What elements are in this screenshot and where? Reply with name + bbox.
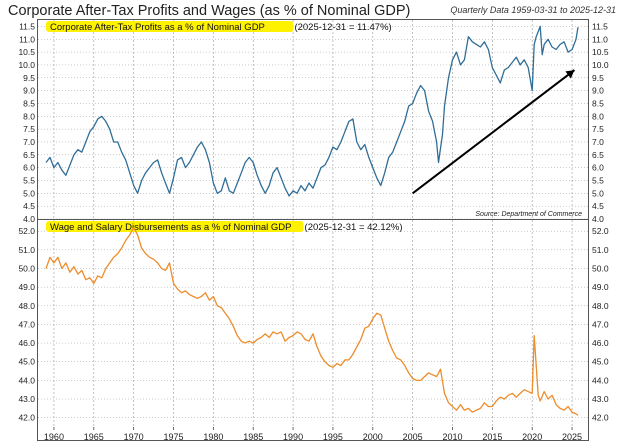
profits-y-tick-left: 7.5: [23, 124, 35, 134]
profits-series-line: [45, 25, 579, 197]
wages-y-tick-right: 50.0: [592, 263, 609, 273]
wages-x-tick-label: 1980: [203, 432, 223, 442]
profits-y-tick-right: 7.0: [592, 137, 604, 147]
chart-date-range: Quarterly Data 1959-03-31 to 2025-12-31: [450, 5, 616, 15]
profits-y-tick-right: 8.0: [592, 111, 604, 121]
profits-y-tick-right: 5.5: [592, 175, 604, 185]
wages-x-tick-label: 2020: [522, 432, 542, 442]
wages-y-tick-left: 44.0: [18, 375, 35, 385]
profits-panel-title: Corporate After-Tax Profits as a % of No…: [50, 22, 265, 33]
wages-x-tick-label: 1970: [124, 432, 144, 442]
profits-y-tick-left: 8.0: [23, 111, 35, 121]
profits-source-note: Source: Department of Commerce: [475, 211, 582, 218]
wages-y-tick-right: 49.0: [592, 282, 609, 292]
wages-y-tick-left: 47.0: [18, 319, 35, 329]
profits-y-tick-right: 9.0: [592, 86, 604, 96]
wages-y-tick-left: 48.0: [18, 301, 35, 311]
wages-y-tick-right: 48.0: [592, 301, 609, 311]
profits-y-tick-left: 4.5: [23, 201, 35, 211]
profits-y-tick-left: 11.5: [19, 21, 35, 31]
wages-y-tick-right: 44.0: [592, 375, 609, 385]
wages-x-tick-label: 2010: [442, 432, 462, 442]
wages-y-tick-right: 45.0: [592, 357, 609, 367]
wages-y-tick-right: 52.0: [592, 226, 609, 236]
wages-x-tick-label: 1965: [84, 432, 104, 442]
profits-y-tick-right: 6.5: [592, 150, 604, 160]
wages-x-tick-label: 2000: [363, 432, 383, 442]
profits-y-tick-right: 11.0: [592, 34, 608, 44]
wages-y-tick-left: 42.0: [18, 413, 35, 423]
wages-y-tick-left: 50.0: [18, 263, 35, 273]
wages-y-tick-right: 43.0: [592, 394, 609, 404]
trend-arrow: [412, 69, 576, 195]
wages-x-tick-label: 1975: [163, 432, 183, 442]
profits-y-tick-left: 10.0: [18, 60, 35, 70]
wages-x-tick-label: 2015: [482, 432, 502, 442]
wages-y-tick-left: 46.0: [18, 338, 35, 348]
profits-y-tick-left: 10.5: [18, 47, 35, 57]
profits-y-tick-left: 5.5: [23, 175, 35, 185]
wages-x-tick-label: 2005: [403, 432, 423, 442]
wages-panel-title: Wage and Salary Disbursements as a % of …: [50, 222, 291, 233]
profits-y-tick-right: 6.0: [592, 163, 604, 173]
profits-panel: 4.0 4.0 4.5 4.5 5.0 5.0 5.5 5.5 6.0 6.0 6.5 6.5 7.0 7…: [18, 20, 609, 224]
chart-main-title: Corporate After-Tax Profits and Wages (a…: [8, 3, 411, 19]
profits-y-tick-left: 11.0: [19, 34, 35, 44]
wages-latest-value: (2025-12-31 = 42.12%): [305, 222, 403, 233]
profits-y-tick-right: 9.5: [592, 73, 604, 83]
profits-y-tick-right: 11.5: [592, 21, 608, 31]
wages-y-tick-left: 49.0: [18, 282, 35, 292]
profits-y-tick-left: 6.0: [23, 163, 35, 173]
wages-y-tick-left: 52.0: [18, 226, 35, 236]
trend-arrowhead: [565, 70, 575, 79]
profits-y-tick-right: 10.0: [592, 60, 609, 70]
wages-y-tick-left: 45.0: [18, 357, 35, 367]
profits-y-tick-right: 4.5: [592, 201, 604, 211]
profits-y-tick-right: 7.5: [592, 124, 604, 134]
profits-y-tick-right: 8.5: [592, 98, 604, 108]
wages-y-tick-right: 42.0: [592, 413, 609, 423]
profits-y-tick-left: 8.5: [23, 98, 35, 108]
wages-series-line: [45, 226, 579, 416]
profits-y-tick-right: 5.0: [592, 188, 604, 198]
profits-y-tick-left: 9.0: [23, 86, 35, 96]
profits-title-highlight: [46, 21, 294, 32]
profits-y-tick-right: 4.0: [592, 214, 604, 224]
wages-y-tick-left: 43.0: [18, 394, 35, 404]
wages-y-tick-right: 51.0: [592, 245, 609, 255]
chart-border: [37, 19, 589, 441]
wages-x-tick-label: 1990: [283, 432, 303, 442]
wages-title-highlight: [46, 221, 304, 232]
wages-x-tick-label: 1995: [323, 432, 343, 442]
profits-y-tick-left: 7.0: [23, 137, 35, 147]
profits-y-tick-right: 10.5: [592, 47, 609, 57]
wages-x-tick-label: 2025: [562, 432, 582, 442]
profits-latest-value: (2025-12-31 = 11.47%): [294, 22, 391, 33]
profits-y-tick-left: 9.5: [23, 73, 35, 83]
wages-y-tick-left: 51.0: [18, 245, 35, 255]
wages-x-tick-label: 1960: [44, 432, 64, 442]
wages-y-tick-right: 47.0: [592, 319, 609, 329]
profits-y-tick-left: 6.5: [23, 150, 35, 160]
profits-y-tick-left: 4.0: [23, 214, 35, 224]
wages-panel: 42.0 42.0 43.0 43.0 44.0 44.0 45.0 45.0 46.0 46.0…: [18, 220, 609, 442]
wages-y-tick-right: 46.0: [592, 338, 609, 348]
profits-y-tick-left: 5.0: [23, 188, 35, 198]
wages-x-tick-label: 1985: [243, 432, 263, 442]
